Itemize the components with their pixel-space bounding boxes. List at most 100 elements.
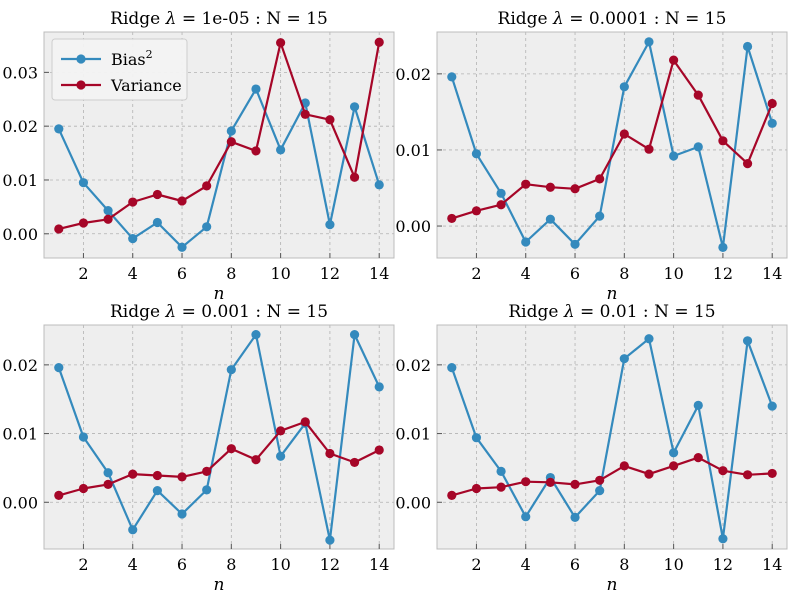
y-tick-label: 0.01 bbox=[395, 425, 431, 444]
data-point bbox=[300, 417, 310, 427]
data-point bbox=[374, 382, 384, 392]
legend-marker bbox=[76, 80, 86, 90]
legend-label-bias: Bias bbox=[111, 50, 146, 69]
data-point bbox=[447, 213, 457, 224]
data-point bbox=[570, 239, 580, 249]
data-point bbox=[78, 218, 89, 228]
data-point bbox=[177, 242, 187, 252]
plot-area bbox=[44, 325, 394, 549]
data-point bbox=[54, 490, 64, 501]
data-point bbox=[521, 512, 531, 522]
x-tick-label: 8 bbox=[226, 264, 236, 283]
chart-title-suffix: = 0.001 : N = 15 bbox=[176, 302, 328, 322]
y-tick-label: 0.00 bbox=[395, 493, 431, 512]
data-point bbox=[103, 479, 113, 490]
data-point bbox=[619, 82, 629, 92]
data-point bbox=[103, 214, 113, 224]
data-point bbox=[349, 330, 360, 340]
data-point bbox=[447, 490, 457, 501]
data-point bbox=[54, 124, 64, 134]
x-axis-label: n bbox=[214, 284, 225, 304]
chart-title: Ridge λ = 0.0001 : N = 15 bbox=[498, 9, 727, 29]
x-tick-label: 8 bbox=[619, 264, 629, 283]
data-point bbox=[693, 90, 703, 100]
data-point bbox=[669, 448, 679, 458]
x-tick-label: 10 bbox=[270, 555, 290, 574]
data-point bbox=[78, 432, 89, 442]
chart-title: Ridge λ = 0.01 : N = 15 bbox=[508, 302, 715, 322]
data-point bbox=[742, 159, 753, 169]
chart-title-prefix: Ridge bbox=[508, 302, 563, 322]
x-axis-label: n bbox=[214, 575, 225, 595]
data-point bbox=[226, 444, 236, 454]
data-point bbox=[767, 468, 777, 479]
chart-title-lambda: λ bbox=[552, 9, 564, 29]
data-point bbox=[276, 451, 286, 461]
data-point bbox=[78, 178, 89, 188]
data-point bbox=[152, 485, 162, 496]
data-point bbox=[103, 206, 113, 216]
data-point bbox=[202, 466, 212, 476]
x-tick-label: 14 bbox=[762, 555, 782, 574]
y-tick-label: 0.02 bbox=[2, 117, 38, 136]
x-tick-label: 2 bbox=[471, 264, 481, 283]
data-point bbox=[325, 115, 335, 125]
series-variance bbox=[447, 453, 777, 501]
x-axis-label: n bbox=[607, 575, 618, 595]
x-tick-label: 4 bbox=[128, 555, 138, 574]
data-point bbox=[718, 534, 728, 544]
data-point bbox=[669, 461, 679, 471]
data-point bbox=[128, 469, 138, 479]
x-tick-label: 14 bbox=[369, 555, 389, 574]
data-point bbox=[521, 477, 531, 487]
data-point bbox=[521, 237, 531, 247]
y-tick-label: 0.00 bbox=[395, 217, 431, 236]
data-point bbox=[570, 184, 580, 194]
data-point bbox=[471, 483, 482, 494]
data-point bbox=[471, 206, 482, 216]
axes-frame bbox=[436, 324, 788, 550]
data-point bbox=[78, 483, 89, 494]
series-variance bbox=[54, 37, 384, 234]
data-point bbox=[595, 174, 605, 184]
data-point bbox=[374, 37, 384, 47]
data-point bbox=[595, 475, 605, 485]
data-point bbox=[128, 197, 138, 207]
x-tick-label: 2 bbox=[471, 555, 481, 574]
y-tick-label: 0.02 bbox=[395, 65, 431, 84]
data-point bbox=[300, 109, 310, 119]
data-point bbox=[496, 188, 506, 198]
data-point bbox=[325, 535, 335, 545]
x-tick-label: 2 bbox=[78, 555, 88, 574]
x-tick-label: 14 bbox=[369, 264, 389, 283]
subplot-2: 2 4 6 8 10 12 14 0.00 0.01 0.02 Ridge λ = 0.0001 :… bbox=[395, 9, 788, 304]
data-point bbox=[349, 172, 360, 182]
y-tick-label: 0.00 bbox=[2, 493, 38, 512]
x-tick-label: 12 bbox=[713, 555, 733, 574]
data-point bbox=[570, 479, 580, 490]
x-tick-label: 12 bbox=[320, 555, 340, 574]
chart-title-prefix: Ridge bbox=[498, 9, 553, 29]
series-variance bbox=[447, 55, 777, 224]
data-point bbox=[325, 220, 335, 230]
data-point bbox=[251, 146, 261, 156]
data-point bbox=[447, 72, 457, 82]
y-tick-label: 0.01 bbox=[2, 171, 38, 190]
data-point bbox=[202, 181, 212, 191]
data-point bbox=[54, 363, 64, 373]
data-point bbox=[251, 330, 261, 340]
x-tick-label: 8 bbox=[619, 555, 629, 574]
x-tick-label: 6 bbox=[177, 264, 187, 283]
x-tick-label: 12 bbox=[713, 264, 733, 283]
x-axis-label: n bbox=[607, 284, 618, 304]
data-point bbox=[276, 426, 286, 436]
data-point bbox=[177, 472, 187, 482]
data-point bbox=[276, 145, 286, 155]
data-point bbox=[545, 214, 555, 224]
x-tick-label: 4 bbox=[521, 555, 531, 574]
data-point bbox=[669, 55, 679, 65]
data-point bbox=[471, 433, 482, 443]
data-point bbox=[202, 485, 212, 495]
data-point bbox=[128, 234, 138, 244]
chart-title-suffix: = 0.0001 : N = 15 bbox=[564, 9, 727, 29]
